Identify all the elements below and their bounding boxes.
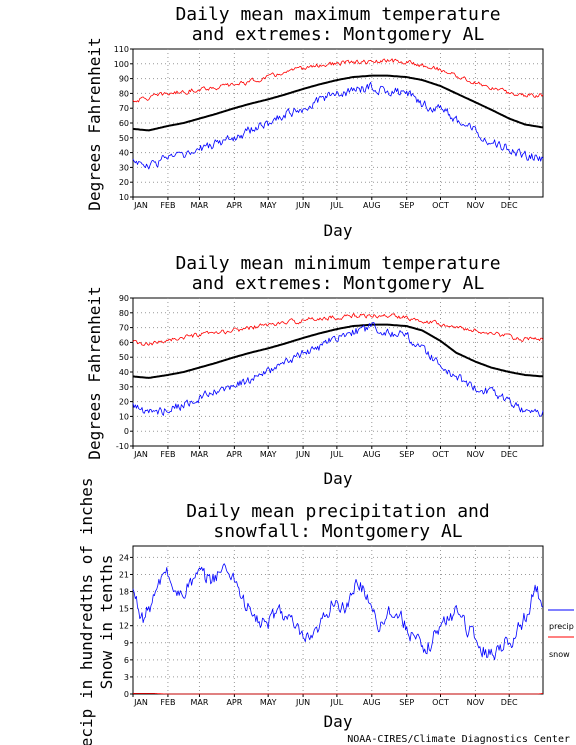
max-temp-title-line-1: Daily mean maximum temperature: [175, 4, 500, 25]
max-temp-series-record_high: [132, 58, 544, 103]
precip-month-label-jan: JAN: [133, 698, 148, 707]
precip-month-label-apr: APR: [226, 698, 242, 707]
min-temp-month-label-jun: JUN: [295, 450, 310, 459]
min-temp-series-record_low: [132, 322, 544, 417]
min-temp-y-tick-label: 80: [119, 309, 129, 318]
max-temp-month-label-nov: NOV: [467, 201, 485, 210]
max-temp-series-mean: [132, 74, 544, 132]
precip-y-tick-label: 9: [124, 639, 129, 648]
max-temp-y-tick-label: 40: [119, 149, 129, 158]
max-temp-month-label-jul: JUL: [330, 201, 344, 210]
min-temp-month-label-aug: AUG: [363, 450, 381, 459]
precip-y-tick-label: 3: [124, 673, 129, 682]
precip-series-precip: [132, 563, 544, 661]
min-temp-month-label-feb: FEB: [160, 450, 175, 459]
precip-month-label-dec: DEC: [501, 698, 518, 707]
precip-y-tick-label: 24: [119, 553, 129, 562]
max-temp-y-tick-label: 80: [119, 89, 129, 98]
max-temp-month-label-aug: AUG: [363, 201, 381, 210]
min-temp-month-label-oct: OCT: [432, 450, 449, 459]
precip-y-tick-label: 12: [119, 622, 129, 631]
min-temp-month-label-may: MAY: [260, 450, 277, 459]
precip-series-snow: [133, 693, 544, 695]
min-temp-month-label-apr: APR: [226, 450, 242, 459]
max-temp-month-label-jan: JAN: [133, 201, 148, 210]
precip-month-label-aug: AUG: [363, 698, 381, 707]
min-temp-month-label-mar: MAR: [190, 450, 208, 459]
max-temp-y-tick-label: 30: [119, 163, 129, 172]
max-temp-series-record_low: [132, 81, 544, 170]
max-temp-y-tick-label: 50: [119, 134, 129, 143]
min-temp-series-mean: [132, 323, 544, 379]
precip-month-label-nov: NOV: [467, 698, 485, 707]
precip-month-label-feb: FEB: [160, 698, 175, 707]
precip-y-tick-label: 6: [124, 656, 129, 665]
max-temp-month-label-dec: DEC: [501, 201, 518, 210]
min-temp-month-label-jan: JAN: [133, 450, 148, 459]
min-temp-y-tick-label: 60: [119, 338, 129, 347]
max-temp-month-label-may: MAY: [260, 201, 277, 210]
precip-title-line-2: snowfall: Montgomery AL: [213, 521, 462, 542]
snow-legend-label: snow: [549, 650, 570, 659]
max-temp-y-tick-label: 100: [114, 60, 129, 69]
max-temp-y-tick-label: 110: [114, 45, 129, 54]
max-temp-y-tick-label: 90: [119, 75, 129, 84]
min-temp-month-label-dec: DEC: [501, 450, 518, 459]
max-temp-y-tick-label: 10: [119, 193, 129, 202]
min-temp-title-line-2: and extremes: Montgomery AL: [192, 273, 485, 294]
max-temp-month-label-mar: MAR: [190, 201, 208, 210]
precip-title-line-1: Daily mean precipitation and: [186, 501, 489, 522]
max-temp-y-axis-label: Degrees Fahrenheit: [85, 37, 104, 210]
max-temp-title-line-2: and extremes: Montgomery AL: [192, 24, 485, 45]
min-temp-x-axis-label: Day: [324, 469, 353, 488]
precip-month-label-sep: SEP: [399, 698, 414, 707]
precip-plot-frame: [132, 545, 544, 695]
min-temp-month-label-sep: SEP: [399, 450, 414, 459]
precip-month-label-jun: JUN: [295, 698, 310, 707]
min-temp-month-label-jul: JUL: [330, 450, 344, 459]
max-temp-month-label-jun: JUN: [295, 201, 310, 210]
precipitation-panel: Daily mean precipitation and snowfall: M…: [77, 478, 574, 745]
min-temp-y-axis-label: Degrees Fahrenheit: [85, 286, 104, 459]
min-temp-y-tick-label: 90: [119, 294, 129, 303]
precip-month-label-may: MAY: [260, 698, 277, 707]
min-temp-y-tick-label: 40: [119, 368, 129, 377]
min-temp-series-record_high: [132, 312, 544, 346]
precip-month-label-oct: OCT: [432, 698, 449, 707]
max-temp-y-tick-label: 20: [119, 178, 129, 187]
min-temp-y-tick-label: 50: [119, 353, 129, 362]
precip-y-tick-label: 18: [119, 588, 129, 597]
precip-y-tick-label: 15: [119, 605, 129, 614]
max-temp-month-label-apr: APR: [226, 201, 242, 210]
min-temp-y-tick-label: 70: [119, 324, 129, 333]
min-temp-y-tick-label: 30: [119, 383, 129, 392]
precip-y-tick-label: 0: [124, 690, 129, 699]
min-temp-y-tick-label: 20: [119, 398, 129, 407]
min-temperature-panel: Daily mean minimum temperature and extre…: [85, 253, 544, 488]
min-temp-month-label-nov: NOV: [467, 450, 485, 459]
precip-y-axis-label-line-2: Snow in tenths: [97, 555, 116, 690]
precip-y-tick-label: 21: [119, 570, 129, 579]
precip-month-label-mar: MAR: [190, 698, 208, 707]
max-temp-month-label-feb: FEB: [160, 201, 175, 210]
max-temp-month-label-sep: SEP: [399, 201, 414, 210]
credit-text: NOAA-CIRES/Climate Diagnostics Center: [347, 734, 570, 745]
precip-legend-label: precip: [549, 622, 574, 631]
min-temp-title-line-1: Daily mean minimum temperature: [175, 253, 500, 274]
max-temperature-panel: Daily mean maximum temperature and extre…: [85, 4, 544, 240]
precip-x-axis-label: Day: [324, 712, 353, 731]
precip-month-label-jul: JUL: [330, 698, 344, 707]
max-temp-y-tick-label: 60: [119, 119, 129, 128]
max-temp-month-label-oct: OCT: [432, 201, 449, 210]
min-temp-y-tick-label: -10: [116, 442, 129, 451]
min-temp-y-tick-label: 10: [119, 412, 129, 421]
precip-y-axis-label-line-1: Precip in hundredths of inches: [77, 478, 96, 745]
min-temp-y-tick-label: 0: [124, 427, 129, 436]
max-temp-x-axis-label: Day: [324, 221, 353, 240]
max-temp-y-tick-label: 70: [119, 104, 129, 113]
